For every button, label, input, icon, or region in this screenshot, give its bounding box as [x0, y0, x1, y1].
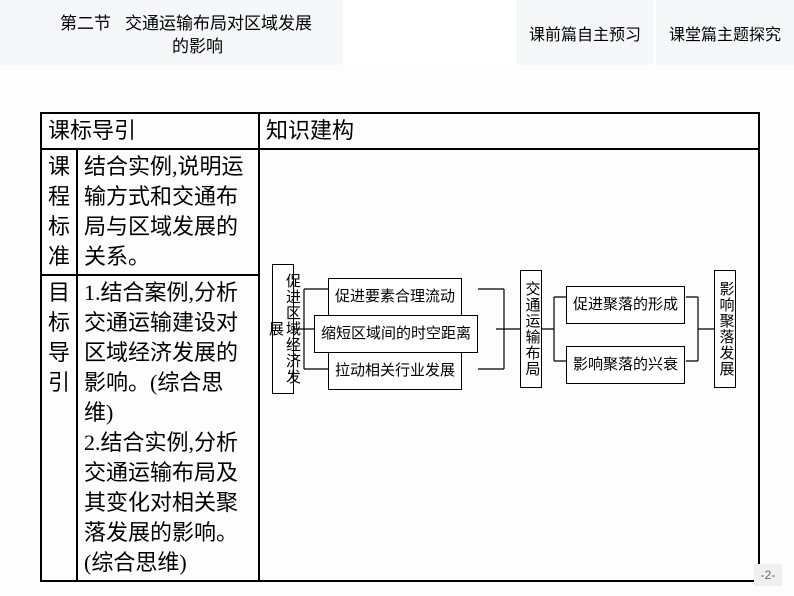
- header-right: 知识建构: [259, 113, 759, 149]
- node-drive-industry: 拉动相关行业发展: [328, 352, 462, 390]
- row2-label: 目标导引: [41, 275, 77, 581]
- node-region-econ: 促进区域经济发展: [272, 264, 294, 394]
- header-left: 课标导引: [41, 113, 259, 149]
- content-table: 课标导引 知识建构 课程标准 结合实例,说明运输方式和交通布局与区域发展的关系。…: [40, 112, 760, 582]
- node-shorten-distance: 缩短区域间的时空距离: [314, 315, 478, 353]
- tab-preview[interactable]: 课前篇自主预习: [514, 0, 654, 65]
- row1-text: 结合实例,说明运输方式和交通布局与区域发展的关系。: [77, 149, 259, 275]
- section-title: 第二节交通运输布局对区域发展 的影响: [0, 0, 343, 65]
- node-settlement-form: 促进聚落的形成: [566, 286, 685, 324]
- node-transport-layout: 交通运输布局: [520, 270, 542, 388]
- diagram-cell: 促进区域经济发展 促进要素合理流动 缩短区域间的时空距离 拉动相关行业发展 交通…: [259, 149, 759, 581]
- title-line2: 的影响: [172, 37, 223, 56]
- tab-inquiry[interactable]: 课堂篇主题探究: [654, 0, 794, 65]
- row2-text: 1.结合案例,分析交通运输建设对区域经济发展的影响。(综合思维) 2.结合实例,…: [77, 275, 259, 581]
- section-number: 第二节: [60, 14, 111, 33]
- node-affect-settlement: 影响聚落发展: [714, 270, 736, 388]
- row1-label: 课程标准: [41, 149, 77, 275]
- node-settlement-rise: 影响聚落的兴衰: [566, 346, 685, 384]
- title-line1: 交通运输布局对区域发展: [125, 12, 312, 35]
- tab-inquiry-label: 课堂篇主题探究: [669, 21, 781, 45]
- page-number: -2-: [754, 564, 782, 586]
- knowledge-diagram: 促进区域经济发展 促进要素合理流动 缩短区域间的时空距离 拉动相关行业发展 交通…: [266, 152, 752, 442]
- top-bar: 第二节交通运输布局对区域发展 的影响 课前篇自主预习 课堂篇主题探究: [0, 0, 794, 66]
- node-element-flow: 促进要素合理流动: [328, 278, 462, 316]
- tab-preview-label: 课前篇自主预习: [529, 21, 641, 45]
- top-spacer: [343, 0, 514, 65]
